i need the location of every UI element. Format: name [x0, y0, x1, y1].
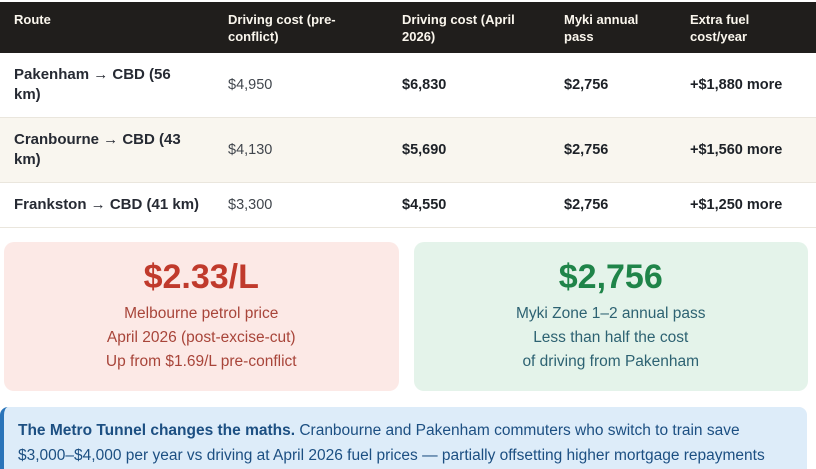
myki-pass-value: $2,756 — [558, 258, 663, 296]
stat-cards-row: $2.33/L Melbourne petrol price April 202… — [4, 242, 808, 391]
petrol-price-caption: Melbourne petrol price April 2026 (post-… — [14, 302, 389, 374]
myki-pass-caption: Myki Zone 1–2 annual pass Less than half… — [424, 302, 799, 374]
pre-conflict-cost-cell: $4,950 — [214, 53, 388, 118]
cost-comparison-table: Route Driving cost (pre-conflict) Drivin… — [0, 2, 816, 228]
myki-pass-cell: $2,756 — [550, 53, 676, 118]
april-2026-cost-cell: $6,830 — [388, 53, 550, 118]
april-2026-cost-cell: $5,690 — [388, 117, 550, 183]
callout-body-text: Cranbourne and Pakenham commuters who sw… — [18, 422, 765, 464]
petrol-caption-line-1: Melbourne petrol price — [124, 305, 279, 322]
route-cell: Cranbourne → CBD (43 km) — [0, 117, 214, 183]
column-header-myki-annual-pass: Myki annual pass — [550, 2, 676, 53]
extra-fuel-cell: +$1,880 more — [676, 53, 816, 118]
myki-caption-line-3: of driving from Pakenham — [522, 353, 700, 370]
route-cell: Pakenham → CBD (56 km) — [0, 53, 214, 118]
pre-conflict-cost-cell: $4,130 — [214, 117, 388, 183]
petrol-price-value: $2.33/L — [143, 258, 259, 296]
myki-pass-cell: $2,756 — [550, 182, 676, 228]
myki-pass-cell: $2,756 — [550, 117, 676, 183]
april-2026-cost-cell: $4,550 — [388, 182, 550, 228]
table-row-pakenham: Pakenham → CBD (56 km) $4,950 $6,830 $2,… — [0, 53, 816, 118]
column-header-route: Route — [0, 2, 214, 53]
table-header-row: Route Driving cost (pre-conflict) Drivin… — [0, 2, 816, 53]
extra-fuel-cell: +$1,560 more — [676, 117, 816, 183]
column-header-extra-fuel-cost: Extra fuel cost/year — [676, 2, 816, 53]
column-header-driving-april-2026: Driving cost (April 2026) — [388, 2, 550, 53]
myki-pass-stat-card: $2,756 Myki Zone 1–2 annual pass Less th… — [413, 242, 808, 391]
route-cell: Frankston → CBD (41 km) — [0, 182, 214, 228]
column-header-driving-pre-conflict: Driving cost (pre-conflict) — [214, 2, 388, 53]
myki-caption-line-1: Myki Zone 1–2 annual pass — [515, 305, 706, 322]
callout-lead-text: The Metro Tunnel changes the maths. — [18, 422, 296, 439]
extra-fuel-cell: +$1,250 more — [676, 182, 816, 228]
pre-conflict-cost-cell: $3,300 — [214, 182, 388, 228]
table-row-cranbourne: Cranbourne → CBD (43 km) $4,130 $5,690 $… — [0, 117, 816, 183]
myki-caption-line-2: Less than half the cost — [533, 329, 689, 346]
table-row-frankston: Frankston → CBD (41 km) $3,300 $4,550 $2… — [0, 182, 816, 228]
petrol-caption-line-2: April 2026 (post-excise-cut) — [106, 329, 296, 346]
petrol-caption-line-3: Up from $1.69/L pre-conflict — [105, 353, 297, 370]
metro-tunnel-callout: The Metro Tunnel changes the maths. Cran… — [0, 407, 807, 469]
petrol-price-stat-card: $2.33/L Melbourne petrol price April 202… — [4, 242, 399, 391]
